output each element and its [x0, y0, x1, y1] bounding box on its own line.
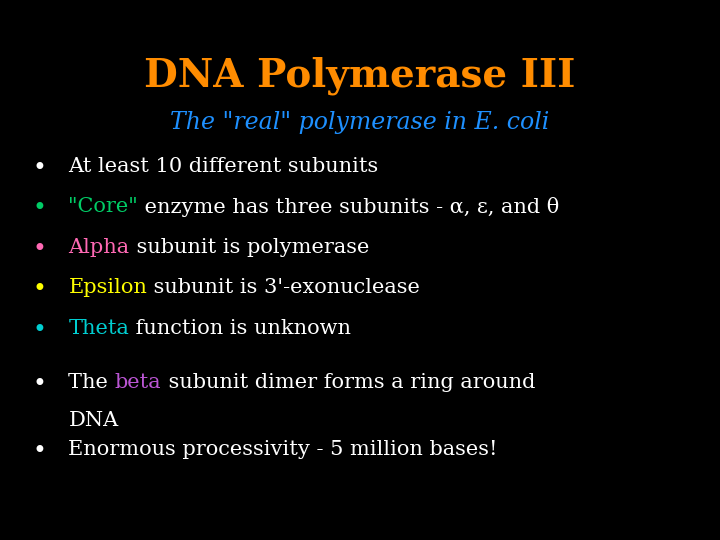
- Text: subunit is 3'-exonuclease: subunit is 3'-exonuclease: [148, 278, 420, 297]
- Text: The "real" polymerase in E. coli: The "real" polymerase in E. coli: [171, 111, 549, 134]
- Text: Theta: Theta: [68, 319, 130, 338]
- Text: •: •: [32, 278, 47, 301]
- Text: subunit is polymerase: subunit is polymerase: [130, 238, 369, 256]
- Text: beta: beta: [115, 373, 161, 392]
- Text: •: •: [32, 373, 47, 396]
- Text: •: •: [32, 440, 47, 463]
- Text: function is unknown: function is unknown: [130, 319, 351, 338]
- Text: DNA: DNA: [68, 411, 119, 430]
- Text: "Core": "Core": [68, 197, 138, 216]
- Text: •: •: [32, 157, 47, 180]
- Text: enzyme has three subunits - α, ε, and θ: enzyme has three subunits - α, ε, and θ: [138, 197, 559, 217]
- Text: Alpha: Alpha: [68, 238, 130, 256]
- Text: Enormous processivity - 5 million bases!: Enormous processivity - 5 million bases!: [68, 440, 498, 459]
- Text: At least 10 different subunits: At least 10 different subunits: [68, 157, 379, 176]
- Text: subunit dimer forms a ring around: subunit dimer forms a ring around: [161, 373, 535, 392]
- Text: •: •: [32, 319, 47, 342]
- Text: DNA Polymerase III: DNA Polymerase III: [144, 57, 576, 95]
- Text: Epsilon: Epsilon: [68, 278, 148, 297]
- Text: •: •: [32, 238, 47, 261]
- Text: •: •: [32, 197, 47, 220]
- Text: The: The: [68, 373, 115, 392]
